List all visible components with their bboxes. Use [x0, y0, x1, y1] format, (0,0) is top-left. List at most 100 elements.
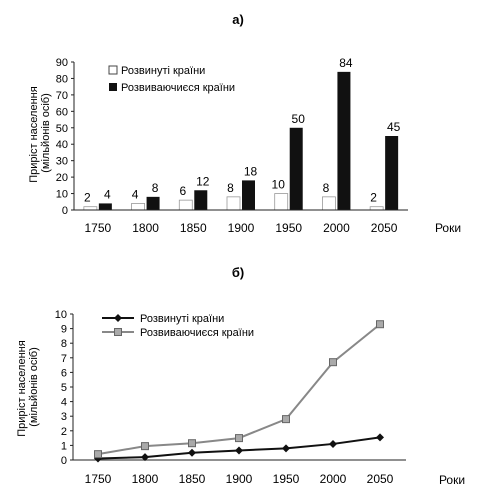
panel-a-y-axis-title: Приріст населення (мільйонів осіб): [28, 83, 52, 182]
point-developed: [141, 453, 149, 462]
data-label-developed: 2: [370, 191, 377, 205]
panel-a-y-tick-label: 20: [56, 172, 68, 184]
panel-b-y-tick-label: 7: [61, 353, 67, 365]
legend-square-icon: [114, 328, 122, 336]
point-developed: [235, 446, 243, 455]
point-developing: [329, 358, 337, 367]
panel-a-y-tick-label: 80: [56, 73, 68, 85]
bar-developing: [242, 180, 255, 210]
legend-label-developed: Розвинуті країни: [140, 313, 224, 325]
panel-b-y-ticks: 0 1 2 3 4 5 6 7 8 9 10: [55, 309, 73, 467]
panel-b-y-tick-label: 2: [61, 426, 67, 438]
data-label-developed: 6: [179, 184, 186, 198]
data-label-developing: 4: [104, 187, 111, 201]
point-developing: [141, 442, 149, 451]
panel-b-y-tick-label: 10: [55, 309, 67, 321]
panel-a-x-tick-label: 1750: [85, 221, 112, 235]
data-label-developed: 10: [272, 178, 286, 192]
data-label-developing: 84: [339, 56, 353, 70]
panel-b-x-tick-label: 1850: [179, 472, 206, 485]
data-label-developing: 45: [387, 120, 401, 134]
panel-a-y-tick-label: 40: [56, 139, 68, 151]
panel-a-y-tick-label: 50: [56, 123, 68, 135]
panel-b-y-tick-label: 0: [61, 455, 67, 467]
point-developing: [235, 434, 243, 443]
panel-a-x-tick-label: 1900: [228, 221, 255, 235]
panel-b-y-axis-title: Приріст населення (мільйонів осіб): [16, 337, 40, 436]
panel-a-legend: Розвинуті країни Розвиваючиєся країни: [108, 65, 235, 94]
legend-swatch-developed: [108, 65, 118, 75]
panel-b-x-tick-label: 2050: [367, 472, 394, 485]
panel-a-y-tick-label: 30: [56, 156, 68, 168]
data-label-developing: 12: [196, 174, 210, 188]
data-label-developed: 8: [323, 181, 330, 195]
data-label-developing: 18: [244, 164, 258, 178]
panel-b-y-tick-label: 6: [61, 367, 67, 379]
point-developing: [282, 415, 290, 424]
bar-developed: [226, 196, 241, 211]
panel-b-x-tick-label: 1750: [85, 472, 112, 485]
bar-developing: [98, 203, 112, 210]
panel-b-x-ticks: 1750 1800 1850 1900 1950 2000 2050: [85, 472, 394, 486]
legend-swatch-developing: [109, 83, 117, 91]
panel-a-y-tick-label: 70: [56, 90, 68, 102]
data-label-developed: 4: [132, 187, 139, 201]
panel-a-y-ticks: 0 10 20 30 40 50 60 70 80 90: [56, 57, 74, 217]
data-label-developed: 8: [227, 181, 234, 195]
panel-b-x-axis-title: Роки: [439, 473, 465, 485]
panel-a-x-tick-label: 2050: [371, 221, 398, 235]
bar-developing: [146, 196, 160, 210]
panel-b-y-tick-label: 8: [61, 338, 67, 350]
legend-label-developing: Розвиваючиєся країни: [121, 82, 235, 94]
legend-label-developing: Розвиваючиєся країни: [140, 327, 254, 339]
panel-b-y-tick-label: 3: [61, 411, 67, 423]
panel-b-series-markers: [94, 320, 384, 463]
data-label-developed: 2: [84, 191, 91, 205]
panel-b-x-tick-label: 2000: [320, 472, 347, 485]
panel-b-x-tick-label: 1900: [226, 472, 253, 485]
panel-b-x-tick-label: 1800: [132, 472, 159, 485]
panel-a-x-tick-label: 2000: [323, 221, 350, 235]
point-developing: [188, 439, 196, 448]
panel-b-y-tick-label: 9: [61, 324, 67, 336]
panel-b-y-tick-label: 1: [61, 440, 67, 452]
bar-developed: [274, 193, 289, 211]
bar-developing: [289, 127, 303, 210]
data-label-developing: 8: [152, 181, 159, 195]
panel-a-x-tick-label: 1850: [180, 221, 207, 235]
panel-a-y-tick-label: 90: [56, 57, 68, 69]
panel-b-y-axis-title-line2: (мільйонів осіб): [28, 347, 40, 427]
bar-developing: [385, 136, 399, 210]
panel-a-y-tick-label: 0: [62, 205, 68, 217]
panel-b-y-tick-label: 4: [61, 397, 67, 409]
point-developed: [329, 439, 337, 448]
panel-a-x-axis-title: Роки: [435, 221, 461, 235]
bar-developing: [194, 190, 208, 210]
panel-a-y-axis-title-line2: (мільйонів осіб): [40, 93, 52, 173]
panel-a-bars: [83, 71, 399, 211]
panel-b-y-axis-title-line1: Приріст населення: [16, 340, 28, 436]
point-developing: [376, 320, 384, 329]
point-developing: [94, 450, 102, 459]
data-label-developing: 50: [292, 112, 306, 126]
panel-b-legend: Розвинуті країни Розвиваючиєся країни: [102, 313, 254, 339]
panel-b-label: б): [232, 265, 244, 280]
point-developed: [188, 448, 196, 457]
panel-a-y-tick-label: 60: [56, 106, 68, 118]
legend-diamond-icon: [114, 314, 122, 322]
panel-a-x-tick-label: 1800: [132, 221, 159, 235]
bar-developed: [131, 203, 145, 211]
panel-a-y-tick-label: 10: [56, 189, 68, 201]
bar-developed: [322, 196, 336, 211]
bar-developed: [178, 199, 193, 211]
point-developed: [282, 444, 290, 453]
point-developed: [376, 433, 384, 442]
panel-b-x-tick-label: 1950: [273, 472, 300, 485]
legend-label-developed: Розвинуті країни: [121, 65, 205, 77]
bar-developing: [337, 71, 351, 210]
line-chart-panel: б) Приріст населення (мільйонів осіб) 0 1…: [16, 265, 465, 487]
panel-a-label: а): [232, 12, 244, 27]
panel-b-y-tick-label: 5: [61, 382, 67, 394]
